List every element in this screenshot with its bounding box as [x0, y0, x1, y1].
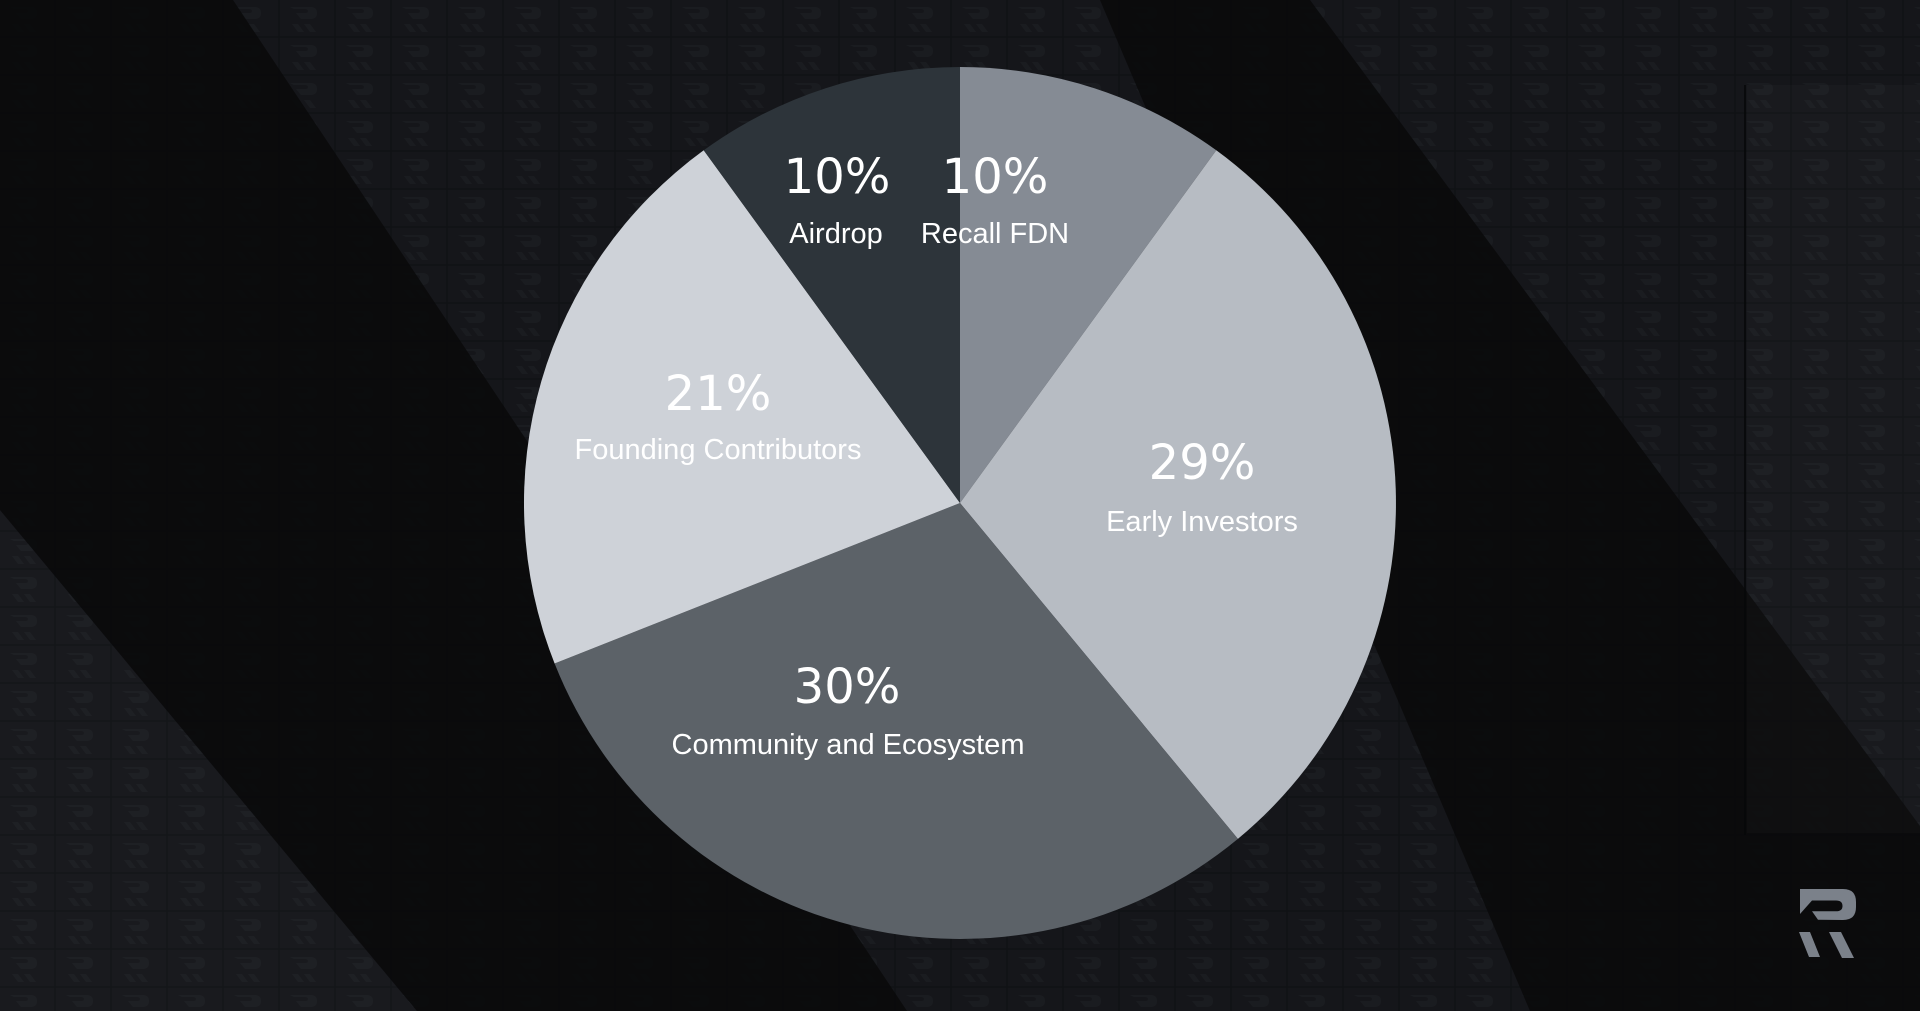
recall-logo: [1799, 889, 1856, 958]
pie-name-label-early-investors: Early Investors: [1106, 506, 1298, 538]
pie-pct-label-community-and-ecosystem: 30%: [794, 659, 901, 715]
pie-name-label-recall-fdn: Recall FDN: [921, 218, 1069, 250]
recall-r-logo-icon: [1800, 889, 1856, 920]
pie-chart: [523, 67, 1396, 939]
background-highlight-right: [1747, 85, 1920, 833]
recall-r-logo-leg-right: [1829, 932, 1854, 958]
pie-slice-early-investors: [960, 150, 1396, 839]
pie-pct-label-early-investors: 29%: [1149, 435, 1256, 491]
recall-r-logo-leg-left: [1799, 932, 1820, 957]
pie-pct-label-airdrop: 10%: [784, 149, 891, 205]
pie-slice-founding-contributors: [523, 150, 960, 664]
pie-name-label-founding-contributors: Founding Contributors: [575, 434, 862, 466]
pie-name-label-airdrop: Airdrop: [789, 218, 883, 250]
pie-pct-label-recall-fdn: 10%: [942, 149, 1049, 205]
pie-pct-label-founding-contributors: 21%: [665, 366, 772, 422]
pie-slice-community-and-ecosystem: [554, 503, 1238, 939]
pie-slice-recall-fdn: [960, 67, 1217, 503]
pie-name-label-community-and-ecosystem: Community and Ecosystem: [672, 729, 1025, 761]
pie-chart-labels: 10% Recall FDN 29% Early Investors 30% Commun…: [575, 149, 1298, 761]
pie-slice-airdrop: [703, 67, 960, 503]
